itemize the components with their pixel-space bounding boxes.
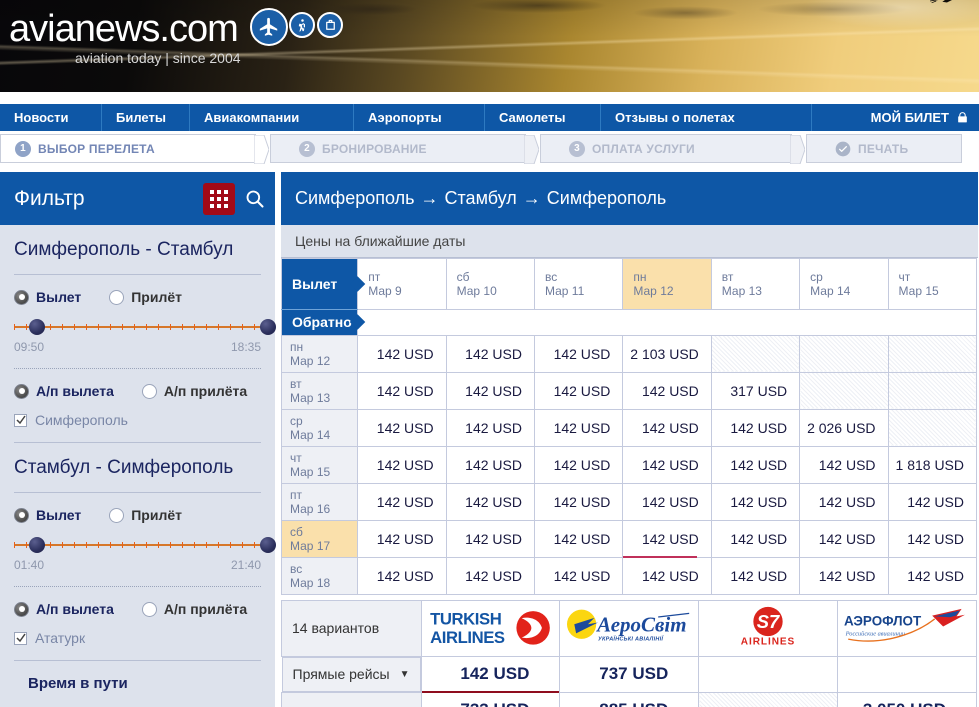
svg-text:AIRLINES: AIRLINES (431, 627, 506, 646)
svg-text:АЭРОФЛОТ: АЭРОФЛОТ (844, 614, 922, 629)
svg-text:УКРАЇНСЬКІ АВІАЛІНІЇ: УКРАЇНСЬКІ АВІАЛІНІЇ (598, 635, 664, 642)
svg-text:AIRLINES: AIRLINES (741, 636, 795, 647)
svg-text:TURKISH: TURKISH (431, 609, 502, 628)
svg-text:Российские авиалинии: Российские авиалинии (845, 631, 905, 638)
svg-text:АероСвіт: АероСвіт (595, 612, 686, 636)
svg-text:S7: S7 (757, 610, 780, 631)
